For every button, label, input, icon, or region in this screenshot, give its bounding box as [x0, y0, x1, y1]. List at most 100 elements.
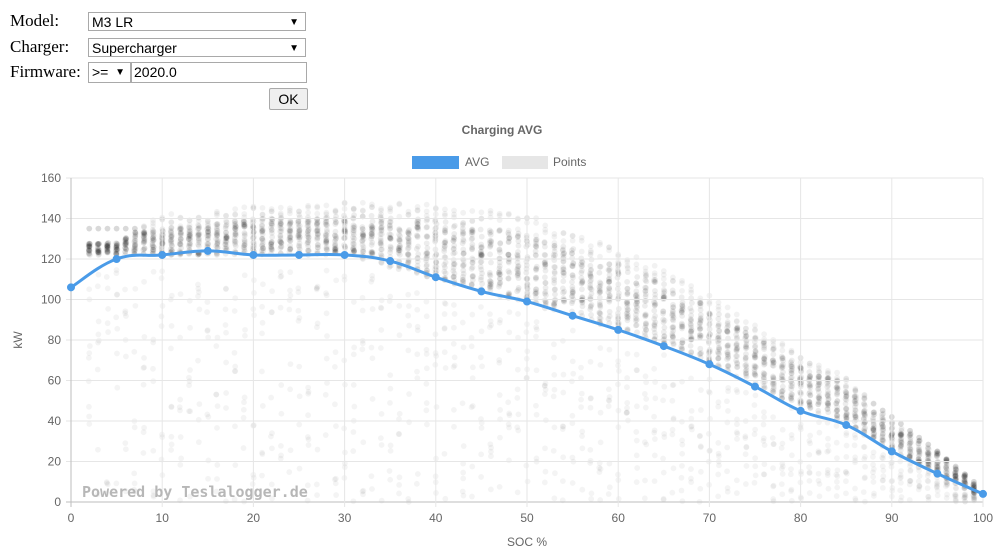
- points-dot: [816, 399, 823, 406]
- avg-point[interactable]: [842, 421, 851, 430]
- avg-point[interactable]: [477, 287, 486, 296]
- points-dot: [743, 444, 750, 451]
- points-dot: [843, 397, 850, 403]
- points-dot: [277, 304, 284, 311]
- legend-points-swatch[interactable]: [502, 156, 548, 169]
- avg-point[interactable]: [340, 250, 349, 259]
- points-dot: [251, 312, 257, 319]
- points-dot: [295, 219, 302, 226]
- avg-point[interactable]: [523, 297, 531, 306]
- points-dot: [323, 355, 330, 362]
- avg-point[interactable]: [614, 325, 623, 334]
- points-dot: [423, 346, 430, 353]
- avg-point[interactable]: [705, 360, 714, 369]
- points-dot: [815, 394, 822, 401]
- points-dot: [524, 285, 531, 292]
- points-dot: [724, 312, 731, 319]
- avg-point[interactable]: [659, 342, 668, 351]
- points-dot: [223, 212, 229, 219]
- points-dot: [852, 412, 859, 419]
- points-dot: [186, 382, 192, 389]
- points-dot: [560, 258, 567, 264]
- points-dot: [834, 374, 840, 381]
- points-dot: [961, 471, 968, 478]
- points-dot: [178, 236, 184, 243]
- points-dot: [743, 332, 750, 339]
- points-dot: [688, 479, 695, 485]
- points-dot: [660, 292, 667, 299]
- firmware-operator-select[interactable]: >= ▼: [88, 61, 131, 83]
- points-dot: [441, 261, 448, 268]
- points-scatter-layer: [85, 199, 978, 505]
- points-dot: [96, 251, 103, 257]
- avg-point[interactable]: [203, 246, 212, 255]
- points-dot: [670, 314, 677, 321]
- points-dot: [816, 429, 823, 436]
- points-dot: [824, 391, 831, 398]
- points-dot: [122, 241, 129, 248]
- points-dot: [587, 249, 594, 256]
- points-dot: [185, 236, 192, 243]
- avg-point[interactable]: [158, 250, 167, 259]
- points-dot: [834, 383, 841, 390]
- avg-point[interactable]: [751, 382, 759, 391]
- points-dot: [953, 469, 959, 476]
- points-dot: [724, 342, 731, 349]
- points-dot: [470, 256, 476, 263]
- points-dot: [387, 234, 393, 241]
- points-dot: [679, 340, 685, 346]
- points-dot: [442, 219, 449, 225]
- points-dot: [752, 372, 759, 379]
- avg-point[interactable]: [568, 311, 577, 320]
- points-dot: [624, 265, 631, 271]
- charger-select[interactable]: Supercharger ▼: [88, 37, 306, 57]
- points-dot: [733, 387, 740, 393]
- legend-avg-swatch[interactable]: [412, 156, 459, 169]
- points-dot: [862, 453, 868, 460]
- avg-point[interactable]: [295, 250, 303, 259]
- points-dot: [269, 430, 275, 437]
- avg-point[interactable]: [431, 273, 440, 282]
- points-dot: [315, 231, 321, 238]
- points-dot: [231, 221, 238, 228]
- points-dot: [459, 262, 466, 269]
- avg-point[interactable]: [796, 406, 805, 415]
- points-dot: [204, 225, 211, 232]
- points-dot: [378, 442, 385, 448]
- legend-avg-label[interactable]: AVG: [465, 155, 489, 169]
- points-dot: [751, 370, 758, 377]
- points-dot: [770, 379, 777, 386]
- points-dot: [807, 389, 813, 395]
- points-dot: [122, 236, 129, 243]
- avg-point[interactable]: [67, 283, 75, 292]
- points-dot: [532, 290, 539, 297]
- points-dot: [259, 223, 265, 229]
- points-dot: [569, 233, 576, 239]
- avg-point[interactable]: [249, 250, 258, 259]
- points-dot: [660, 496, 667, 503]
- points-dot: [952, 485, 959, 491]
- points-dot: [460, 279, 466, 285]
- points-dot: [806, 360, 813, 367]
- points-dot: [570, 288, 576, 295]
- points-dot: [679, 306, 686, 313]
- points-dot: [104, 225, 111, 232]
- avg-point[interactable]: [887, 447, 896, 456]
- points-dot: [660, 268, 667, 274]
- avg-point[interactable]: [979, 489, 987, 498]
- legend-points-label[interactable]: Points: [553, 155, 586, 169]
- avg-point[interactable]: [112, 255, 121, 263]
- firmware-version-input[interactable]: 2020.0: [131, 61, 307, 83]
- points-dot: [897, 447, 904, 454]
- points-dot: [734, 325, 741, 331]
- avg-point[interactable]: [386, 257, 395, 266]
- points-dot: [114, 240, 120, 247]
- points-dot: [651, 302, 658, 309]
- avg-point[interactable]: [933, 469, 942, 478]
- model-select[interactable]: M3 LR ▼: [88, 11, 306, 31]
- points-dot: [632, 293, 639, 299]
- ok-button[interactable]: OK: [269, 88, 308, 110]
- points-dot: [560, 295, 567, 302]
- points-dot: [778, 372, 785, 379]
- points-dot: [405, 240, 412, 247]
